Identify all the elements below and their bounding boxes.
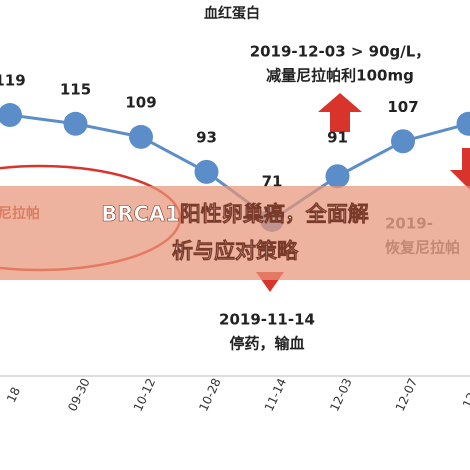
x-tick-label: 09-30 [65,376,92,414]
annotation: 停药，输血 [229,335,304,353]
banner-title: BRCA1阳性卵巢癌，全面解 [101,202,368,226]
data-point [194,159,219,184]
up-arrow [318,93,362,132]
data-point [391,129,415,154]
down-arrow [450,148,470,190]
data-label: 91 [327,129,348,147]
data-point [129,124,153,149]
data-point [325,164,350,189]
annotation: 2019-12-03 > 90g/L， [250,43,431,61]
banner-title: 析与应对策略 [172,239,299,263]
chart-title: 血红蛋白 [204,5,260,22]
data-label: 93 [196,128,217,146]
x-tick-label: 18 [4,385,23,405]
x-tick-label: 10-28 [196,376,223,414]
data-label: 109 [125,93,156,111]
x-tick-label: 11-14 [262,376,289,414]
annotation: 2019-11-14 [219,311,315,329]
data-label: 107 [387,98,418,116]
data-point [0,103,22,128]
data-point [63,111,88,136]
x-tick-label: 12-1 [460,379,470,410]
x-tick-label: 12-03 [327,376,354,414]
data-label: 115 [60,80,91,98]
x-tick-label: 12-07 [393,376,420,414]
banner [0,186,470,280]
annotation: 减量尼拉帕利100mg [266,67,414,85]
data-label: 71 [262,172,283,190]
data-point [456,111,470,136]
data-label: 119 [0,72,26,90]
x-tick-label: 10-12 [131,376,158,414]
